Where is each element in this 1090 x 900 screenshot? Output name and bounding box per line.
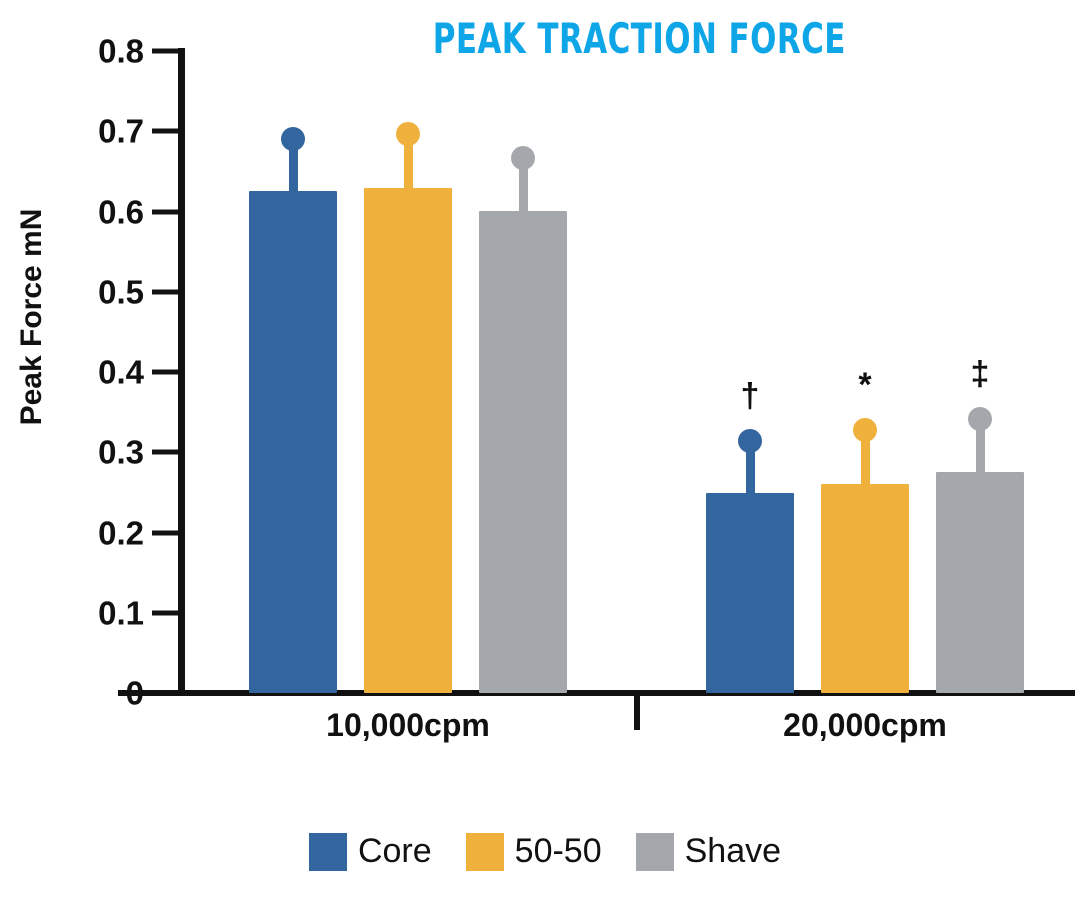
x-tick-label: 10,000cpm [326,707,490,743]
legend-label: Core [357,832,432,870]
bar-50-50-2 [821,483,909,693]
y-tick-mark [152,289,178,295]
legend-label: 50-50 [514,832,602,870]
x-axis-line [118,690,1075,696]
legend-swatch [465,832,504,871]
y-tick-label: 0.4 [98,353,144,391]
legend-item-shave[interactable]: Shave [635,832,782,871]
error-bar-cap [968,406,992,431]
legend-label: Shave [684,832,782,870]
group-separator-tick [634,696,640,730]
y-tick-label: 0.5 [98,273,144,311]
significance-marker: † [740,377,760,415]
legend-swatch [308,832,347,871]
bar-shave-2 [936,471,1024,693]
y-tick-mark [152,48,178,54]
bar-50-50-1 [364,188,452,693]
bar-core-2 [706,493,794,693]
significance-marker: ‡ [970,354,990,393]
error-bar-stem [745,441,755,508]
y-tick-mark [152,128,178,134]
error-bar-cap [511,145,535,170]
error-bar-cap [738,429,762,453]
chart-title: PEAK TRACTION FORCE [432,14,846,63]
error-bar-stem [975,418,985,486]
y-tick-label: 0.7 [98,112,144,150]
y-tick-label: 0.1 [98,594,144,632]
error-bar-stem [288,139,298,206]
legend-swatch [635,832,674,871]
y-tick-mark [152,449,178,455]
y-tick-mark [152,209,178,214]
error-bar-stem [518,157,528,225]
bar-shave-1 [479,210,567,693]
y-tick-label: 0.8 [98,32,144,70]
chart-legend: Core 50-50 Shave [0,832,1090,871]
error-bar-stem [860,429,870,498]
y-tick-label: 0.6 [98,193,144,230]
y-tick-mark [152,610,178,616]
error-bar-stem [403,133,413,203]
error-bar-cap [396,121,420,146]
y-tick-label: 0.3 [98,433,144,471]
significance-marker: * [858,365,872,404]
legend-item-50-50[interactable]: 50-50 [465,832,602,871]
bar-core-1 [249,191,337,693]
y-axis-line [178,48,185,696]
legend-item-core[interactable]: Core [308,832,432,871]
x-tick-label: 20,000cpm [783,707,947,743]
error-bar-cap [281,127,305,152]
error-bar-cap [853,417,877,442]
y-tick-mark [152,530,178,535]
y-tick-label: 0.2 [98,514,144,551]
y-tick-mark [152,369,178,375]
